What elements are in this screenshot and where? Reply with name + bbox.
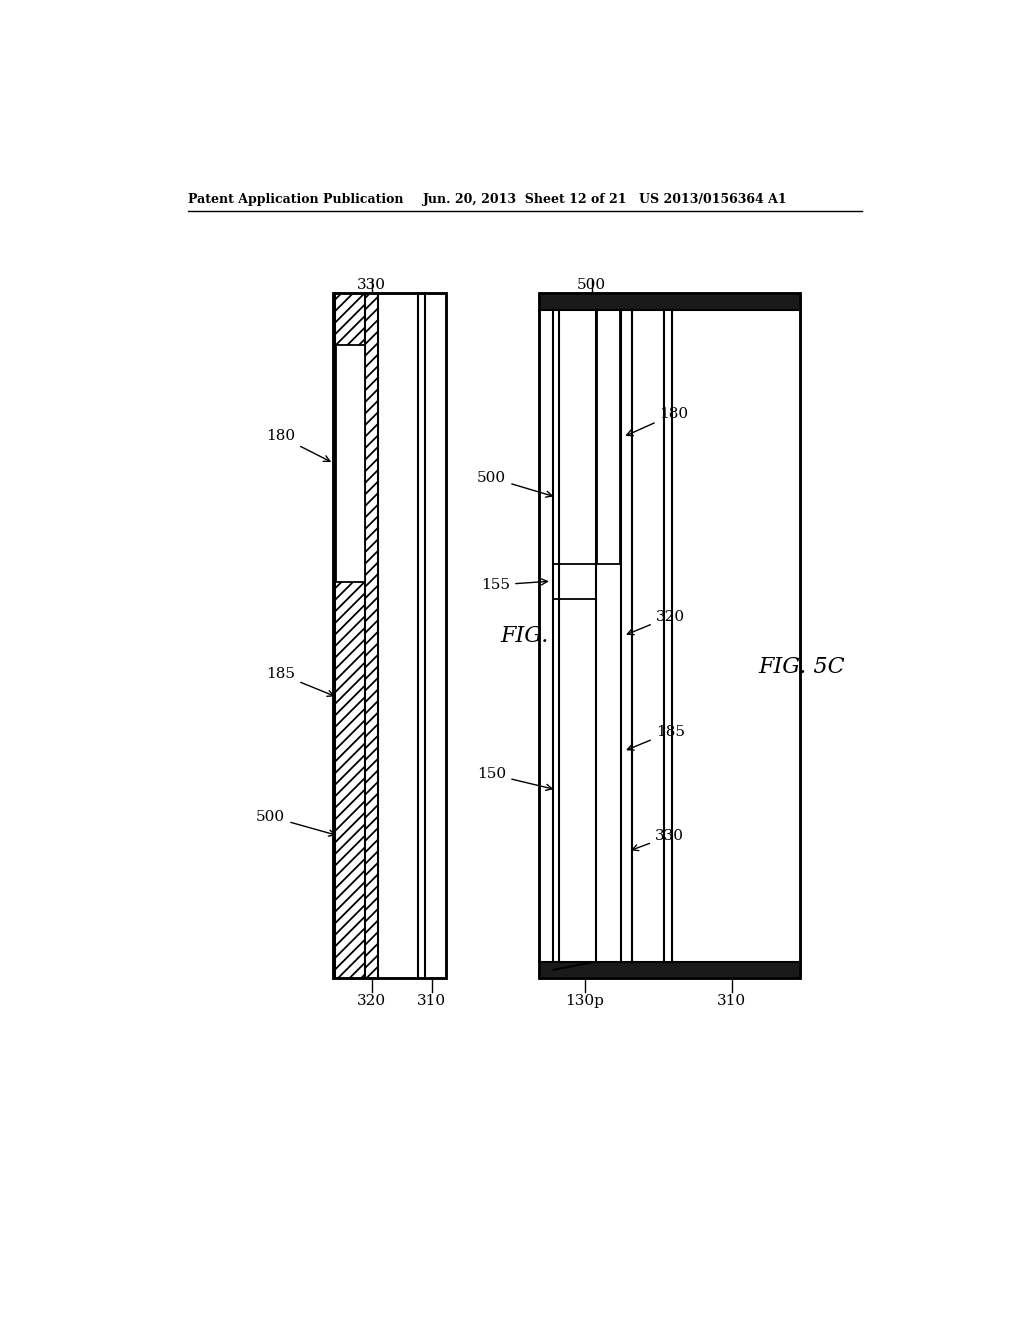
Text: 320: 320 xyxy=(357,994,386,1008)
Bar xyxy=(333,293,446,978)
Text: Patent Application Publication: Patent Application Publication xyxy=(188,193,403,206)
Bar xyxy=(553,310,596,961)
Text: 185: 185 xyxy=(266,668,334,697)
Text: 500: 500 xyxy=(477,471,552,498)
Text: 155: 155 xyxy=(481,578,548,591)
Text: US 2013/0156364 A1: US 2013/0156364 A1 xyxy=(639,193,786,206)
Bar xyxy=(333,293,446,978)
Text: 500: 500 xyxy=(256,809,335,836)
Bar xyxy=(539,293,801,978)
Text: 150: 150 xyxy=(477,767,552,791)
Bar xyxy=(597,310,621,564)
Text: FIG. 5C: FIG. 5C xyxy=(758,656,845,677)
Text: 500: 500 xyxy=(578,277,606,292)
Text: 310: 310 xyxy=(417,994,446,1008)
Bar xyxy=(596,310,621,961)
Bar xyxy=(621,310,632,961)
Text: 180: 180 xyxy=(266,429,330,462)
Text: 310: 310 xyxy=(718,994,746,1008)
Bar xyxy=(336,345,365,582)
Bar xyxy=(336,345,365,582)
Text: 180: 180 xyxy=(627,407,689,436)
Text: Jun. 20, 2013  Sheet 12 of 21: Jun. 20, 2013 Sheet 12 of 21 xyxy=(423,193,628,206)
Bar xyxy=(539,293,801,310)
Bar xyxy=(539,961,801,978)
Bar xyxy=(539,293,801,978)
Text: FIG. 5B: FIG. 5B xyxy=(500,624,586,647)
Text: 185: 185 xyxy=(628,725,685,750)
Bar xyxy=(597,310,621,564)
Text: 130p: 130p xyxy=(565,994,604,1008)
Text: 330: 330 xyxy=(357,277,386,292)
Bar xyxy=(553,564,596,599)
Text: 330: 330 xyxy=(632,829,684,850)
Text: 320: 320 xyxy=(628,610,685,635)
